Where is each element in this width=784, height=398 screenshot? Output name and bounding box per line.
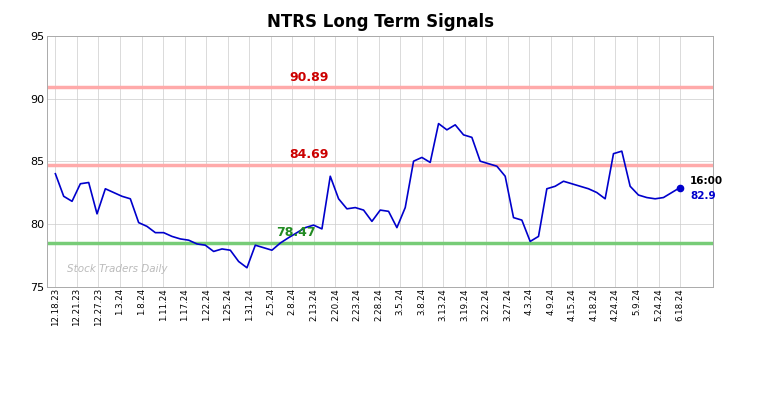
Text: 82.9: 82.9 bbox=[690, 191, 716, 201]
Text: Stock Traders Daily: Stock Traders Daily bbox=[67, 264, 168, 274]
Text: 78.47: 78.47 bbox=[276, 226, 316, 239]
Text: 84.69: 84.69 bbox=[289, 148, 328, 161]
Title: NTRS Long Term Signals: NTRS Long Term Signals bbox=[267, 14, 494, 31]
Text: 16:00: 16:00 bbox=[690, 176, 724, 186]
Text: 90.89: 90.89 bbox=[289, 70, 328, 84]
